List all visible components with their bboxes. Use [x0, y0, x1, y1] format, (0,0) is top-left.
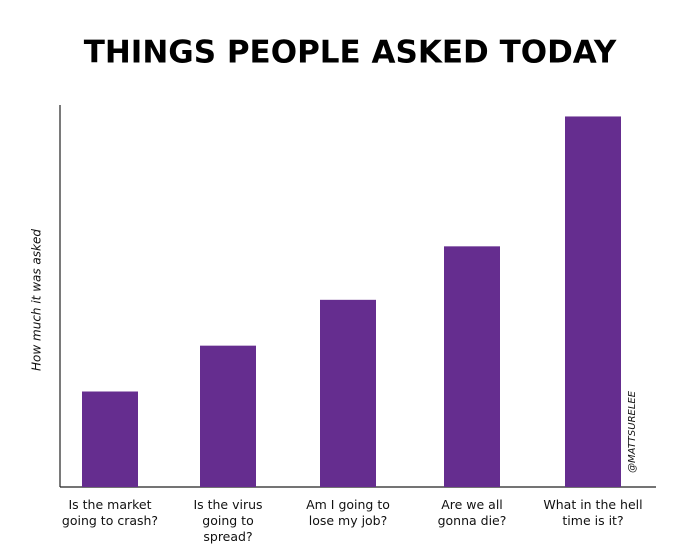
x-tick-label: Am I going to lose my job?: [306, 497, 390, 528]
bar: [200, 345, 256, 487]
x-tick-label: Are we all gonna die?: [437, 497, 507, 528]
watermark: @MATTSURELEE: [627, 390, 638, 473]
x-tick-label: Is the market going to crash?: [61, 497, 159, 528]
bar: [82, 391, 138, 487]
bar: [444, 246, 500, 487]
chart-title: THINGS PEOPLE ASKED TODAY: [84, 35, 617, 71]
bar: [320, 299, 376, 487]
y-axis-label: How much it was asked: [30, 229, 44, 371]
x-tick-label: What in the hell time is it?: [543, 497, 643, 528]
x-tick-label: Is the virus going to spread?: [193, 497, 263, 544]
bar: [565, 116, 621, 488]
